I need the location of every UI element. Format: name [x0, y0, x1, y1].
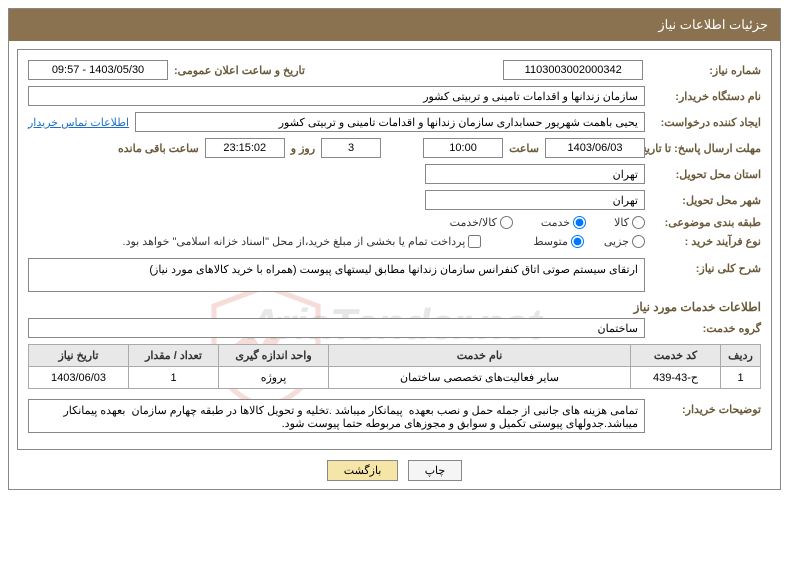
radio-item-goods-service[interactable]: کالا/خدمت	[450, 216, 513, 229]
cell-unit: پروژه	[219, 367, 329, 389]
row-request-creator: ایجاد کننده درخواست: اطلاعات تماس خریدار	[28, 112, 761, 132]
row-delivery-province: استان محل تحویل:	[28, 164, 761, 184]
label-delivery-city: شهر محل تحویل:	[651, 194, 761, 207]
radio-item-goods[interactable]: کالا	[614, 216, 645, 229]
cell-idx: 1	[721, 367, 761, 389]
label-payment-note: پرداخت تمام یا بخشی از مبلغ خرید،از محل …	[123, 235, 466, 248]
form-area: AriaTender.net شماره نیاز: تاریخ و ساعت …	[9, 41, 780, 489]
field-deadline-time[interactable]	[423, 138, 503, 158]
field-delivery-city[interactable]	[425, 190, 645, 210]
radio-minor[interactable]	[632, 235, 645, 248]
cell-name: سایر فعالیت‌های تخصصی ساختمان	[329, 367, 631, 389]
radio-goods[interactable]	[632, 216, 645, 229]
row-delivery-city: شهر محل تحویل:	[28, 190, 761, 210]
row-deadline: مهلت ارسال پاسخ: تا تاریخ: ساعت روز و سا…	[28, 138, 761, 158]
label-buyer-notes: توضیحات خریدار:	[651, 399, 761, 416]
label-remaining: ساعت باقی مانده	[118, 142, 199, 155]
label-buyer-org: نام دستگاه خریدار:	[651, 90, 761, 103]
panel-title-bar: جزئیات اطلاعات نیاز	[9, 9, 780, 41]
th-code: کد خدمت	[631, 345, 721, 367]
radio-service[interactable]	[573, 216, 586, 229]
label-announce-datetime: تاریخ و ساعت اعلان عمومی:	[174, 64, 305, 77]
form-inner-box: AriaTender.net شماره نیاز: تاریخ و ساعت …	[17, 49, 772, 450]
radio-item-minor[interactable]: جزیی	[604, 235, 645, 248]
radio-medium[interactable]	[571, 235, 584, 248]
services-table: ردیف کد خدمت نام خدمت واحد اندازه گیری ت…	[28, 344, 761, 389]
radio-group-category: کالا خدمت کالا/خدمت	[450, 216, 645, 229]
label-deadline-date: مهلت ارسال پاسخ: تا تاریخ:	[651, 142, 761, 155]
label-type-minor: جزیی	[604, 235, 629, 248]
radio-item-medium[interactable]: متوسط	[533, 235, 584, 248]
th-idx: ردیف	[721, 345, 761, 367]
field-deadline-date[interactable]	[545, 138, 645, 158]
field-delivery-province[interactable]	[425, 164, 645, 184]
label-subject-category: طبقه بندی موضوعی:	[651, 216, 761, 229]
button-row: چاپ بازگشت	[17, 460, 772, 481]
field-request-creator[interactable]	[135, 112, 645, 132]
back-button[interactable]: بازگشت	[327, 460, 399, 481]
th-qty: تعداد / مقدار	[129, 345, 219, 367]
label-service-group: گروه خدمت:	[651, 322, 761, 335]
field-days-remaining[interactable]	[321, 138, 381, 158]
cell-code: ح-43-439	[631, 367, 721, 389]
field-buyer-notes[interactable]	[28, 399, 645, 433]
label-cat-goods: کالا	[614, 216, 629, 229]
radio-group-purchase: جزیی متوسط	[533, 235, 645, 248]
label-type-medium: متوسط	[533, 235, 568, 248]
row-buyer-org: نام دستگاه خریدار:	[28, 86, 761, 106]
panel-outer: جزئیات اطلاعات نیاز AriaTender.net شماره…	[8, 8, 781, 490]
cell-qty: 1	[129, 367, 219, 389]
checkbox-item-payment[interactable]: پرداخت تمام یا بخشی از مبلغ خرید،از محل …	[123, 235, 482, 248]
label-delivery-province: استان محل تحویل:	[651, 168, 761, 181]
field-buyer-org[interactable]	[28, 86, 645, 106]
row-need-summary: شرح کلی نیاز:	[28, 258, 761, 292]
radio-goods-service[interactable]	[500, 216, 513, 229]
label-days-and: روز و	[291, 142, 315, 155]
section-services-info: اطلاعات خدمات مورد نیاز	[28, 300, 761, 314]
th-name: نام خدمت	[329, 345, 631, 367]
row-purchase-type: نوع فرآیند خرید : جزیی متوسط	[28, 235, 761, 248]
label-cat-goods-service: کالا/خدمت	[450, 216, 497, 229]
label-purchase-type: نوع فرآیند خرید :	[651, 235, 761, 248]
field-time-remaining[interactable]	[205, 138, 285, 158]
cell-date: 1403/06/03	[29, 367, 129, 389]
link-buyer-contact[interactable]: اطلاعات تماس خریدار	[28, 116, 129, 129]
field-service-group[interactable]	[28, 318, 645, 338]
row-buyer-notes: توضیحات خریدار:	[28, 399, 761, 433]
label-cat-service: خدمت	[541, 216, 570, 229]
field-need-number[interactable]	[503, 60, 643, 80]
label-time-word: ساعت	[509, 142, 539, 155]
print-button[interactable]: چاپ	[408, 460, 463, 481]
panel-title: جزئیات اطلاعات نیاز	[658, 17, 768, 32]
field-announce-datetime[interactable]	[28, 60, 168, 80]
th-date: تاریخ نیاز	[29, 345, 129, 367]
table-row[interactable]: 1 ح-43-439 سایر فعالیت‌های تخصصی ساختمان…	[29, 367, 761, 389]
label-request-creator: ایجاد کننده درخواست:	[651, 116, 761, 129]
label-need-summary: شرح کلی نیاز:	[651, 258, 761, 275]
table-header-row: ردیف کد خدمت نام خدمت واحد اندازه گیری ت…	[29, 345, 761, 367]
row-service-group: گروه خدمت:	[28, 318, 761, 338]
checkbox-payment[interactable]	[468, 235, 481, 248]
row-subject-category: طبقه بندی موضوعی: کالا خدمت	[28, 216, 761, 229]
row-need-number: شماره نیاز: تاریخ و ساعت اعلان عمومی:	[28, 60, 761, 80]
label-need-number: شماره نیاز:	[709, 64, 761, 77]
field-need-summary[interactable]	[28, 258, 645, 292]
th-unit: واحد اندازه گیری	[219, 345, 329, 367]
radio-item-service[interactable]: خدمت	[541, 216, 586, 229]
